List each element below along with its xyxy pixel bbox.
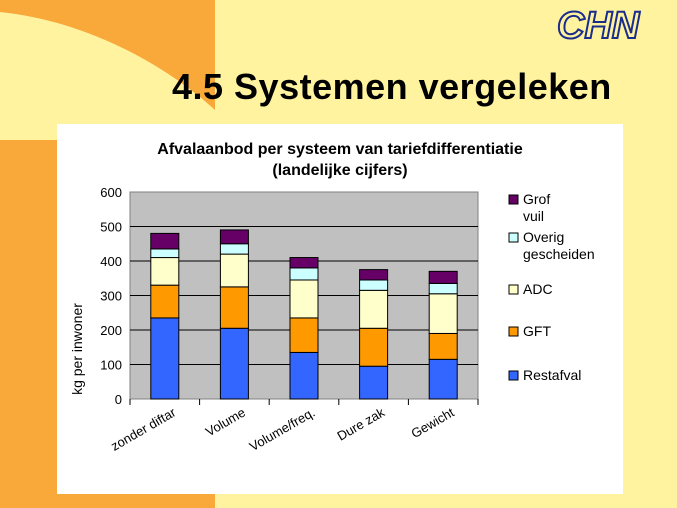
bar-segment bbox=[150, 284, 180, 319]
bar-segment bbox=[359, 327, 389, 367]
legend-swatch bbox=[508, 370, 519, 381]
chart-title: Afvalaanbod per systeem van tariefdiffer… bbox=[157, 141, 523, 158]
bar-segment bbox=[359, 269, 389, 281]
x-tick-label: Volume bbox=[203, 405, 248, 440]
bar-segment bbox=[428, 270, 458, 284]
bar-segment bbox=[289, 351, 319, 400]
x-tick-label: zonder diftar bbox=[108, 404, 179, 453]
bar-segment bbox=[359, 289, 389, 329]
legend-label: vuil bbox=[523, 208, 544, 224]
bar-segment bbox=[150, 248, 180, 259]
legend-swatch bbox=[508, 232, 519, 243]
bar-segment bbox=[150, 317, 180, 400]
legend-label: ADC bbox=[523, 281, 553, 297]
y-tick-label: 300 bbox=[100, 289, 122, 304]
legend-swatch bbox=[508, 194, 519, 205]
bar-segment bbox=[219, 327, 249, 400]
bar-segment bbox=[359, 279, 389, 291]
bar-segment bbox=[359, 365, 389, 400]
bar-segment bbox=[428, 293, 458, 334]
bar-segment bbox=[428, 332, 458, 360]
legend-swatch bbox=[508, 326, 519, 337]
bar-segment bbox=[219, 229, 249, 245]
slide-decoration-curve bbox=[0, 0, 677, 140]
y-tick-label: 100 bbox=[100, 358, 122, 373]
bar-segment bbox=[219, 253, 249, 288]
bar-segment bbox=[150, 232, 180, 250]
bar-segment bbox=[289, 257, 319, 269]
bar-segment bbox=[219, 243, 249, 255]
y-tick-label: 400 bbox=[100, 254, 122, 269]
chart-panel: Afvalaanbod per systeem van tariefdiffer… bbox=[57, 124, 623, 494]
bar-segment bbox=[219, 286, 249, 329]
chn-logo-icon: CHN bbox=[556, 4, 642, 48]
x-tick-label: Volume/freq. bbox=[247, 405, 318, 454]
bar-segment bbox=[150, 257, 180, 286]
y-tick-label: 200 bbox=[100, 323, 122, 338]
bar-layer bbox=[129, 229, 479, 405]
legend-label: Restafval bbox=[523, 367, 581, 383]
legend-label: GFT bbox=[523, 323, 551, 339]
logo-text: CHN bbox=[557, 5, 641, 47]
bar-segment bbox=[289, 279, 319, 319]
bar-segment bbox=[289, 267, 319, 281]
y-tick-label: 0 bbox=[115, 392, 122, 407]
y-tick-label: 500 bbox=[100, 220, 122, 235]
legend-label: Grof bbox=[523, 191, 550, 207]
bar-segment bbox=[428, 358, 458, 400]
x-tick-label: Gewicht bbox=[409, 404, 458, 441]
y-tick-label: 600 bbox=[100, 185, 122, 200]
bar-segment bbox=[428, 282, 458, 295]
y-axis-label: kg per inwoner bbox=[69, 303, 85, 395]
x-tick-label: Dure zak bbox=[335, 404, 388, 443]
slide-title: 4.5 Systemen vergeleken bbox=[172, 66, 612, 107]
bar-segment bbox=[289, 317, 319, 353]
legend-swatch bbox=[508, 284, 519, 295]
y-axis-ticks: 0 100 200 300 400 500 600 bbox=[100, 185, 122, 407]
chart-subtitle: (landelijke cijfers) bbox=[272, 162, 407, 179]
legend-label: Overig bbox=[523, 229, 564, 245]
legend-label: gescheiden bbox=[523, 246, 595, 262]
stacked-bar-chart: Afvalaanbod per systeem van tariefdiffer… bbox=[69, 141, 595, 454]
